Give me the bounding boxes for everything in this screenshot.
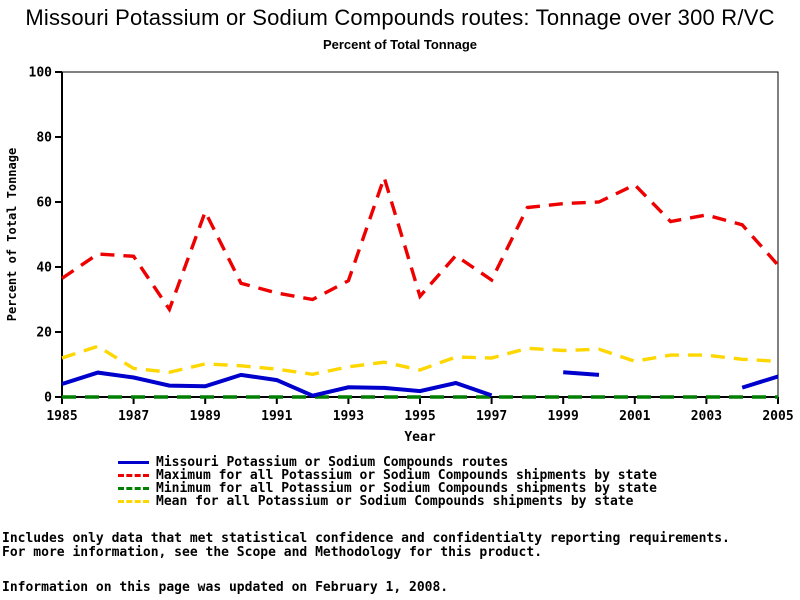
y-axis-title: Percent of Total Tonnage [5, 148, 19, 321]
x-tick-label: 1997 [476, 409, 507, 424]
x-tick-label: 1989 [190, 409, 221, 424]
legend-item-1: Maximum for all Potassium or Sodium Comp… [118, 468, 657, 483]
legend-swatch-0 [118, 461, 149, 464]
legend-swatch-1 [118, 474, 149, 477]
footer-updated-note: Information on this page was updated on … [2, 580, 449, 595]
x-tick-label: 1991 [261, 409, 292, 424]
legend-swatch-3 [118, 500, 149, 503]
y-tick-label: 40 [36, 261, 52, 276]
axis-lines [61, 72, 778, 398]
y-tick-label: 60 [36, 196, 52, 211]
chart-subtitle: Percent of Total Tonnage [322, 37, 478, 52]
legend-item-3: Mean for all Potassium or Sodium Compoun… [118, 494, 657, 509]
x-tick-label: 2003 [691, 409, 722, 424]
x-tick-label: 1999 [548, 409, 579, 424]
footer-note-1: Includes only data that met statistical … [2, 531, 730, 546]
legend-label-2: Minimum for all Potassium or Sodium Comp… [156, 481, 657, 496]
y-tick-label: 100 [29, 66, 53, 81]
plot-border [62, 71, 779, 397]
series-line-0 [61, 370, 779, 398]
footer-note-2: For more information, see the Scope and … [2, 545, 543, 560]
legend-label-0: Missouri Potassium or Sodium Compounds r… [156, 455, 509, 470]
y-tick-label: 0 [44, 391, 52, 406]
series-line-1 [61, 172, 780, 314]
x-tick-label: 1987 [118, 409, 149, 424]
legend-item-2: Minimum for all Potassium or Sodium Comp… [118, 481, 657, 496]
y-tick-label: 20 [36, 326, 52, 341]
chart-title: Missouri Potassium or Sodium Compounds r… [25, 5, 775, 30]
chart-svg: 0 20 40 60 80 100 1985 1987 1989 1991 1993 1995 1997… [5, 66, 794, 446]
legend-item-0: Missouri Potassium or Sodium Compounds r… [118, 455, 657, 470]
chart-legend: Missouri Potassium or Sodium Compounds r… [118, 455, 657, 509]
series-line-3 [61, 344, 779, 377]
legend-label-3: Mean for all Potassium or Sodium Compoun… [156, 494, 634, 509]
y-tick-label: 80 [36, 131, 52, 146]
x-tick-label: 2001 [619, 409, 650, 424]
x-axis-title: Year [404, 430, 435, 445]
x-tick-label: 1993 [333, 409, 364, 424]
legend-swatch-2 [118, 487, 149, 490]
legend-label-1: Maximum for all Potassium or Sodium Comp… [156, 468, 657, 483]
x-tick-label: 1995 [404, 409, 435, 424]
x-tick-label: 1985 [46, 409, 77, 424]
x-tick-label: 2005 [762, 409, 793, 424]
